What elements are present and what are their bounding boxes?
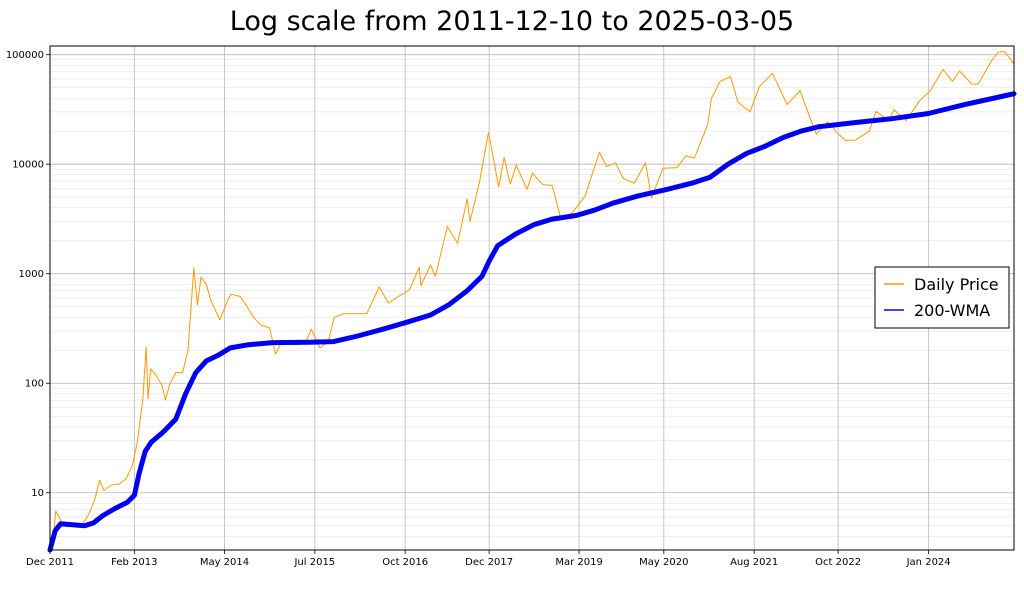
x-tick-label: Mar 2019 bbox=[555, 557, 603, 568]
legend: Daily Price 200-WMA bbox=[874, 266, 1010, 329]
chart-title: Log scale from 2011-12-10 to 2025-03-05 bbox=[229, 6, 795, 37]
x-tick-label: Oct 2022 bbox=[815, 557, 861, 568]
series-line-daily-price bbox=[49, 51, 1015, 551]
x-tick-label: Dec 2017 bbox=[465, 557, 513, 568]
series-layer bbox=[47, 51, 1017, 553]
x-tick-label: Aug 2021 bbox=[730, 557, 778, 568]
x-tick-label: May 2020 bbox=[639, 557, 688, 568]
x-tick-label: Jan 2024 bbox=[906, 557, 951, 568]
x-tick-label: Feb 2013 bbox=[111, 557, 157, 568]
x-tick-label: Dec 2011 bbox=[26, 557, 74, 568]
y-tick-label: 1000 bbox=[19, 269, 44, 280]
x-tick-label: Oct 2016 bbox=[382, 557, 428, 568]
grid-layer bbox=[49, 46, 1014, 551]
legend-label-200-wma: 200-WMA bbox=[914, 301, 990, 320]
plot-frame bbox=[49, 45, 1015, 551]
y-tick-label: 100000 bbox=[6, 50, 44, 61]
y-tick-label: 10000 bbox=[12, 160, 44, 171]
x-tick-label: Jul 2015 bbox=[293, 557, 335, 568]
series-line-200-wma bbox=[47, 91, 1017, 553]
legend-label-daily-price: Daily Price bbox=[914, 275, 999, 294]
x-tick-label: May 2014 bbox=[200, 557, 249, 568]
y-tick-label: 10 bbox=[31, 488, 44, 499]
axis-layer: 10 100 1000 10000 100000 Dec 2011 Feb 2013 May … bbox=[6, 50, 951, 568]
legend-box bbox=[874, 266, 1010, 329]
y-tick-label: 100 bbox=[25, 379, 44, 390]
